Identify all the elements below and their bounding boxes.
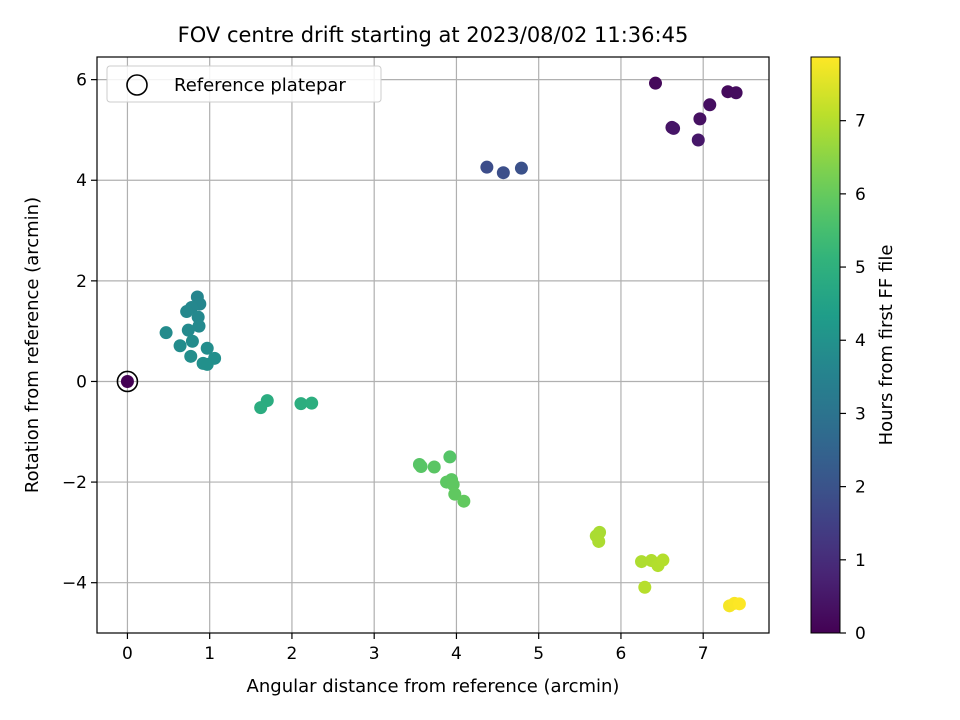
grid: [97, 57, 769, 633]
x-tick-label: 1: [204, 644, 215, 664]
y-tick-label: 6: [76, 71, 87, 91]
x-tick-label: 0: [122, 644, 133, 664]
scatter-point: [729, 86, 743, 100]
x-tick-label: 7: [698, 644, 709, 664]
colorbar-tick-label: 4: [855, 331, 866, 351]
scatter-point: [427, 460, 441, 474]
colorbar-tick-label: 3: [855, 404, 866, 424]
colorbar-tick-label: 2: [855, 478, 866, 498]
scatter-point: [480, 160, 494, 174]
scatter-point: [200, 341, 214, 355]
scatter-point: [294, 397, 308, 411]
legend-box: [106, 65, 382, 103]
y-axis-ticks: −4 −2 0 2 4 6: [62, 71, 97, 594]
scatter-point: [638, 580, 652, 594]
scatter-point: [305, 396, 319, 410]
x-tick-label: 6: [616, 644, 627, 664]
scatter-point: [457, 494, 471, 508]
plot-frame: [96, 56, 770, 634]
scatter-point: [120, 374, 134, 388]
x-axis-label: Angular distance from reference (arcmin): [247, 676, 620, 697]
x-tick-label: 4: [451, 644, 462, 664]
scatter-point: [173, 339, 187, 353]
colorbar-tick-label: 5: [855, 258, 866, 278]
scatter-point: [732, 597, 746, 611]
chart-title: FOV centre drift starting at 2023/08/02 …: [178, 23, 689, 47]
colorbar-tick-label: 0: [855, 624, 866, 644]
scatter-point: [200, 357, 214, 371]
scatter-point: [181, 323, 195, 337]
scatter-point: [443, 450, 457, 464]
x-tick-label: 5: [533, 644, 544, 664]
y-tick-label: 0: [76, 372, 87, 392]
scatter-point: [691, 133, 705, 147]
colorbar-ticks: 0 1 2 3 4 5 6 7: [840, 112, 866, 644]
legend-label-reference: Reference platepar: [174, 75, 346, 96]
scatter-point: [185, 334, 199, 348]
reference-marker: [116, 370, 139, 393]
scatter-point: [635, 555, 649, 569]
legend: Reference platepar: [106, 65, 382, 103]
colorbar: [810, 56, 841, 634]
scatter-point: [592, 534, 606, 548]
scatter-point: [496, 166, 510, 180]
scatter-point: [159, 326, 173, 340]
scatter-point: [667, 121, 681, 135]
scatter-point: [693, 112, 707, 126]
x-axis-ticks: 0 1 2 3 4 5 6 7: [122, 633, 709, 664]
scatter-point: [448, 487, 462, 501]
x-tick-label: 2: [287, 644, 298, 664]
scatter-point: [514, 161, 528, 175]
scatter-point: [414, 459, 428, 473]
scatter-point: [180, 305, 194, 319]
scatter-point: [656, 553, 670, 567]
colorbar-label: Hours from first FF file: [876, 245, 897, 446]
y-tick-label: 2: [76, 272, 87, 292]
y-axis-label: Rotation from reference (arcmin): [22, 197, 43, 493]
legend-marker-reference: [126, 74, 148, 96]
x-tick-label: 3: [369, 644, 380, 664]
scatter-point: [648, 76, 662, 90]
y-tick-label: −4: [62, 574, 87, 594]
colorbar-tick-label: 7: [855, 112, 866, 132]
data-points: [116, 76, 746, 613]
scatter-point: [192, 319, 206, 333]
y-tick-label: −2: [62, 473, 87, 493]
colorbar-tick-label: 1: [855, 551, 866, 571]
y-tick-label: 4: [76, 171, 87, 191]
scatter-point: [254, 401, 268, 415]
scatter-point: [184, 349, 198, 363]
scatter-point: [703, 98, 717, 112]
scatter-point: [446, 478, 460, 492]
colorbar-tick-label: 6: [855, 185, 866, 205]
